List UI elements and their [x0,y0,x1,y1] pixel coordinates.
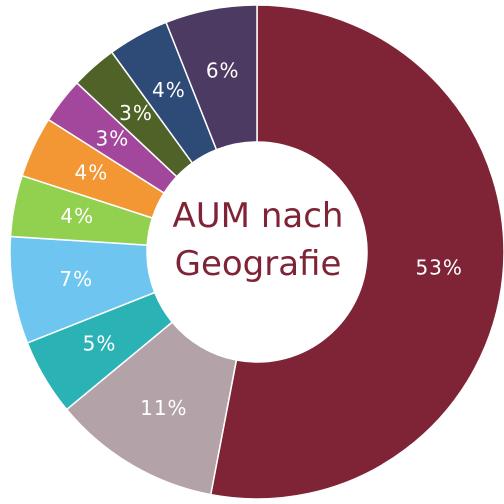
slice-label: 4% [60,204,94,228]
donut-slice [65,321,238,496]
slice-label: 3% [119,101,153,125]
donut-slice [209,4,504,500]
slice-label: 4% [152,78,186,102]
slice-label: 5% [83,332,117,356]
chart-title: AUM nach Geografie [172,196,344,284]
slice-label: 53% [415,256,462,280]
slice-label: 7% [59,267,93,291]
slice-label: 3% [96,126,130,150]
slice-label: 11% [140,396,187,420]
slice-label: 6% [206,59,240,83]
donut-slice [165,4,258,151]
slice-label: 4% [75,161,109,185]
